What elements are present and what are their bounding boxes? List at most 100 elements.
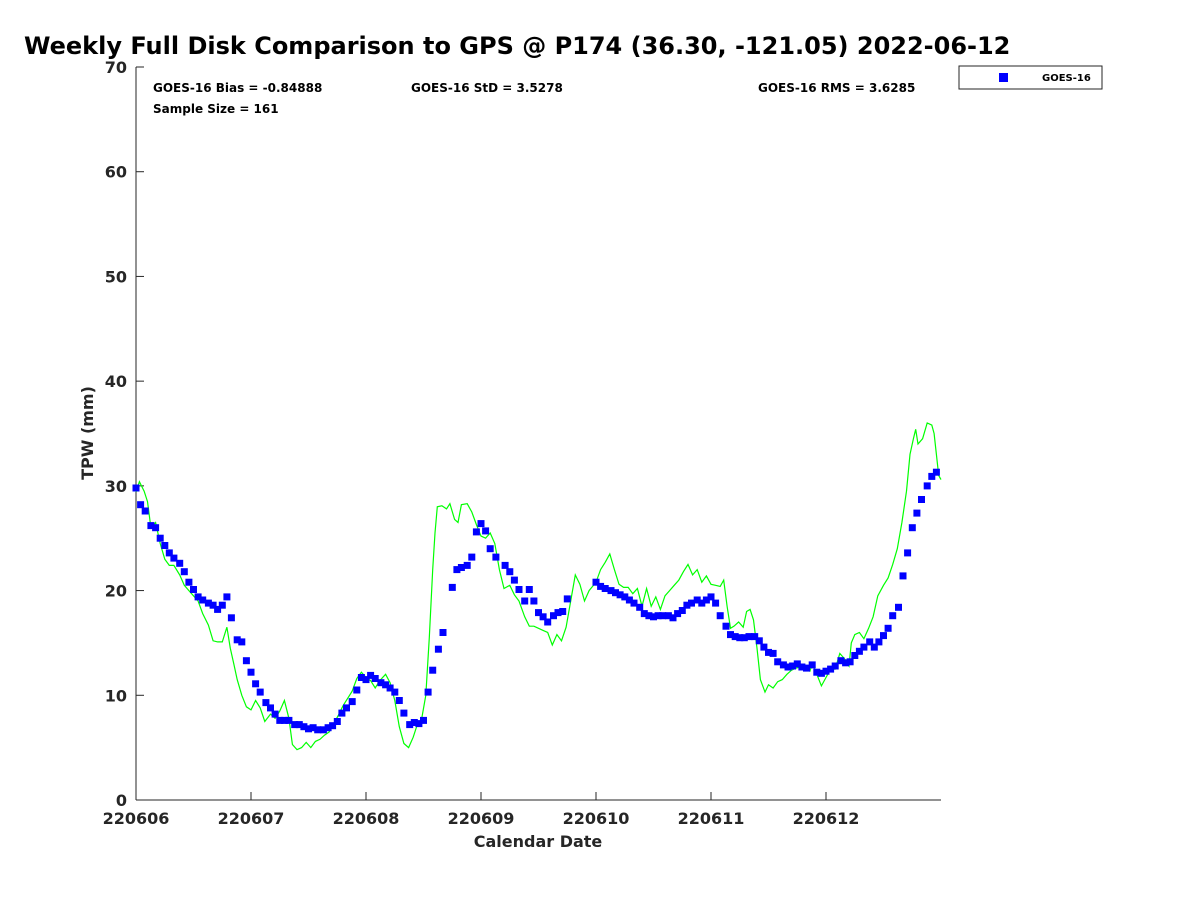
data-point-goes16 (501, 561, 509, 569)
data-point-goes16 (152, 524, 160, 532)
data-point-goes16 (439, 629, 447, 636)
plot-axes-frame (136, 67, 941, 800)
data-point-goes16 (727, 631, 734, 639)
data-point-goes16 (468, 553, 476, 561)
data-point-goes16 (329, 722, 337, 730)
data-point-goes16 (760, 643, 768, 651)
data-point-goes16 (247, 668, 255, 676)
data-point-goes16 (612, 589, 619, 597)
data-point-goes16 (855, 647, 863, 655)
data-point-goes16 (295, 721, 303, 729)
data-point-goes16 (842, 659, 850, 667)
y-axis-ticks: 0 10 20 30 40 50 60 70 (105, 58, 144, 810)
y-tick-label: 30 (105, 477, 127, 496)
data-point-goes16 (400, 709, 408, 717)
data-point-goes16 (367, 671, 375, 679)
data-point-goes16 (683, 601, 691, 609)
y-tick-label: 20 (105, 582, 127, 601)
data-point-goes16 (395, 697, 403, 704)
data-point-goes16 (170, 554, 178, 562)
data-point-goes16 (707, 593, 715, 601)
y-tick-label: 0 (116, 791, 127, 810)
data-point-goes16 (880, 632, 887, 640)
data-point-goes16 (688, 599, 695, 607)
data-point-goes16 (314, 726, 322, 734)
data-point-goes16 (875, 638, 883, 646)
data-point-goes16 (305, 725, 312, 733)
data-point-goes16 (353, 686, 361, 694)
data-point-goes16 (271, 710, 279, 718)
data-point-goes16 (607, 587, 615, 595)
data-point-goes16 (712, 599, 720, 607)
data-point-goes16 (252, 680, 260, 688)
data-point-goes16 (659, 612, 667, 620)
data-point-goes16 (621, 593, 629, 601)
data-point-goes16 (348, 698, 356, 706)
data-point-goes16 (156, 534, 164, 542)
data-point-goes16 (382, 681, 390, 689)
data-point-goes16 (822, 667, 830, 675)
data-point-goes16 (506, 568, 514, 576)
data-point-goes16 (698, 599, 706, 607)
stat-sample-size: Sample Size = 161 (153, 102, 279, 116)
stat-std: GOES-16 StD = 3.5278 (411, 81, 563, 95)
data-point-goes16 (338, 709, 346, 717)
data-point-goes16 (645, 612, 653, 620)
data-point-goes16 (592, 578, 600, 586)
y-tick-label: 60 (105, 163, 127, 182)
data-point-goes16 (789, 662, 797, 670)
data-point-goes16 (563, 595, 571, 603)
data-point-goes16 (751, 633, 759, 641)
data-point-goes16 (803, 664, 810, 672)
legend-marker (999, 73, 1008, 82)
data-point-goes16 (510, 576, 518, 584)
data-point-goes16 (745, 633, 753, 641)
data-point-goes16 (535, 609, 542, 617)
data-point-goes16 (371, 675, 379, 682)
data-point-goes16 (851, 652, 859, 659)
data-point-goes16 (492, 553, 500, 561)
data-point-goes16 (176, 559, 184, 567)
stat-rms: GOES-16 RMS = 3.6285 (758, 81, 915, 95)
data-point-goes16 (377, 679, 385, 687)
data-point-goes16 (319, 726, 327, 734)
data-point-goes16 (908, 524, 916, 532)
data-point-goes16 (870, 643, 878, 651)
data-point-goes16 (625, 596, 633, 604)
data-point-goes16 (194, 593, 202, 601)
data-point-goes16 (300, 723, 308, 731)
y-tick-label: 70 (105, 58, 127, 77)
data-point-goes16 (276, 716, 284, 724)
data-point-goes16 (678, 607, 686, 614)
data-point-goes16 (137, 501, 145, 509)
data-point-goes16 (784, 663, 792, 671)
data-point-goes16 (472, 528, 480, 536)
data-point-goes16 (923, 482, 931, 490)
data-point-goes16 (267, 704, 274, 712)
data-point-goes16 (601, 585, 609, 592)
data-point-goes16 (765, 648, 772, 656)
data-point-goes16 (616, 591, 624, 599)
data-point-goes16 (391, 688, 399, 696)
data-point-goes16 (918, 496, 925, 503)
data-point-goes16 (362, 676, 370, 684)
data-point-goes16 (285, 716, 293, 724)
data-point-goes16 (889, 612, 897, 620)
data-point-goes16 (779, 661, 787, 669)
data-point-goes16 (357, 674, 365, 681)
data-point-goes16 (669, 614, 677, 622)
data-point-goes16 (904, 549, 912, 557)
x-tick-label: 220610 (563, 809, 630, 828)
data-point-goes16 (463, 561, 471, 569)
data-point-goes16 (214, 605, 222, 613)
x-tick-label: 220608 (333, 809, 400, 828)
data-point-goes16 (884, 624, 892, 632)
data-point-goes16 (740, 634, 748, 642)
data-point-goes16 (262, 699, 270, 707)
data-point-goes16 (457, 564, 465, 571)
data-point-goes16 (860, 643, 868, 651)
data-point-goes16 (866, 638, 874, 646)
data-point-goes16 (185, 578, 193, 586)
data-point-goes16 (209, 601, 217, 609)
data-point-goes16 (429, 666, 437, 674)
